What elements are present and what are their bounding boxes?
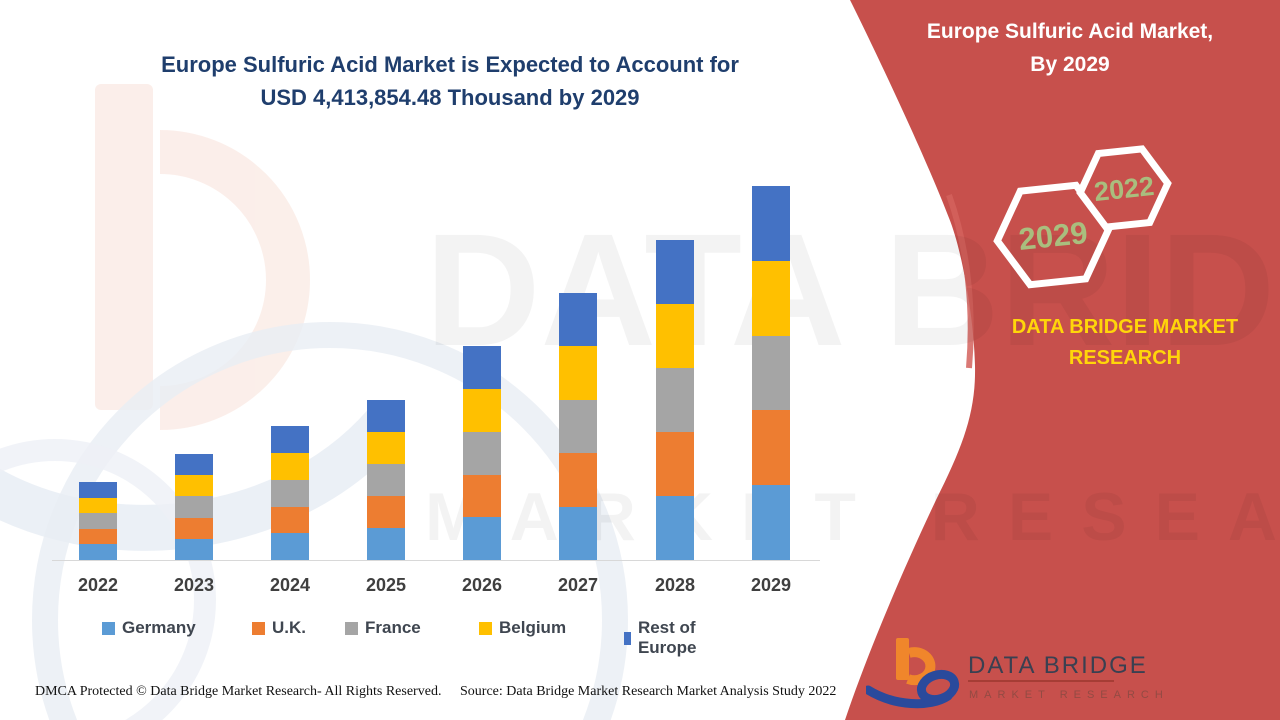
bar-segment-u-k- — [175, 517, 213, 539]
logo-subname: MARKET RESEARCH — [969, 689, 1166, 701]
logo-watermark — [95, 84, 310, 430]
hexagon-2029: 2029 — [993, 181, 1113, 289]
legend-color-swatch — [252, 621, 265, 635]
bar-segment-france — [271, 479, 309, 507]
curtain-fold-highlight — [946, 193, 974, 369]
bar-segment-rest-of-europe — [656, 239, 694, 304]
bar-segment-belgium — [752, 260, 790, 336]
bar-segment-u-k- — [463, 474, 501, 518]
bar-segment-rest-of-europe — [175, 454, 213, 476]
red-curtain-shape — [845, 0, 1280, 720]
bar-segment-belgium — [656, 303, 694, 368]
legend-color-swatch — [624, 631, 631, 645]
legend-item-label: Germany — [122, 618, 196, 637]
bar-segment-belgium — [559, 346, 597, 400]
hexagon-2022: 2022 — [1076, 145, 1172, 231]
bar-segment-france — [367, 463, 405, 496]
bar-segment-u-k- — [656, 431, 694, 496]
dmca-notice: DMCA Protected © Data Bridge Market Rese… — [35, 684, 442, 699]
x-axis-label-2024: 2024 — [269, 575, 311, 595]
legend-color-swatch — [102, 621, 115, 635]
bar-segment-france — [463, 431, 501, 475]
bar-segment-u-k- — [367, 495, 405, 528]
bar-segment-germany — [367, 527, 405, 560]
bar-segment-belgium — [79, 497, 117, 514]
bar-segment-belgium — [271, 453, 309, 480]
bar-segment-rest-of-europe — [463, 346, 501, 390]
legend-item-label: France — [365, 618, 421, 637]
brand-line2: RESEARCH — [1068, 347, 1182, 369]
panel-title-line1: Europe Sulfuric Acid Market, — [926, 20, 1214, 43]
bar-segment-belgium — [463, 389, 501, 432]
source-note: Source: Data Bridge Market Research Mark… — [460, 684, 837, 699]
bar-segment-u-k- — [271, 506, 309, 534]
legend-item-u-k-: U.K. — [252, 618, 306, 638]
x-axis-line — [52, 560, 820, 561]
legend-color-swatch — [479, 621, 492, 635]
x-axis-label-2028: 2028 — [654, 575, 696, 595]
bar-segment-germany — [463, 517, 501, 560]
hexagon-2029-label: 2029 — [1017, 215, 1089, 257]
legend-color-swatch — [345, 621, 358, 635]
bar-segment-germany — [752, 485, 790, 560]
company-logo: DATA BRIDGE MARKET RESEARCH — [866, 638, 1166, 709]
bar-segment-germany — [175, 538, 213, 560]
bar-segment-germany — [559, 506, 597, 560]
legend-item-label: Rest of Europe — [637, 618, 697, 657]
bar-segment-france — [559, 399, 597, 454]
legend-item-label: U.K. — [272, 618, 306, 637]
brand-line1: DATA BRIDGE MARKET — [1011, 316, 1239, 338]
chart-title-line1: Europe Sulfuric Acid Market is Expected … — [161, 52, 739, 77]
chart-title-line2: USD 4,413,854.48 Thousand by 2029 — [260, 85, 640, 110]
x-axis-label-2026: 2026 — [461, 575, 503, 595]
x-axis-label-2023: 2023 — [173, 575, 215, 595]
bar-segment-france — [175, 496, 213, 518]
legend-item-germany: Germany — [102, 618, 196, 638]
bar-segment-u-k- — [559, 453, 597, 507]
legend-item-label: Belgium — [499, 618, 567, 637]
panel-title: Europe Sulfuric Acid Market, By 2029 — [895, 16, 1245, 81]
x-axis-label-2027: 2027 — [557, 575, 599, 595]
bar-segment-france — [79, 513, 117, 529]
bar-segment-belgium — [175, 475, 213, 497]
brand-wordmark: DATA BRIDGE MARKET RESEARCH — [975, 312, 1275, 374]
bar-segment-u-k- — [752, 410, 790, 486]
chart-title: Europe Sulfuric Acid Market is Expected … — [110, 48, 790, 114]
legend-item-france: France — [345, 618, 421, 638]
bar-segment-rest-of-europe — [271, 426, 309, 454]
bar-segment-germany — [656, 495, 694, 560]
panel-title-line2: By 2029 — [1030, 52, 1110, 76]
bar-segment-germany — [271, 533, 309, 560]
logo-mark — [866, 638, 960, 709]
bar-segment-belgium — [367, 431, 405, 464]
legend-item-belgium: Belgium — [479, 618, 566, 638]
hexagon-2022-label: 2022 — [1093, 171, 1156, 207]
x-axis-label-2029: 2029 — [750, 575, 792, 595]
bar-segment-rest-of-europe — [79, 482, 117, 498]
x-axis-label-2022: 2022 — [77, 575, 119, 595]
bar-segment-france — [656, 367, 694, 432]
bar-segment-france — [752, 335, 790, 411]
bar-segment-germany — [79, 544, 117, 560]
bar-segment-rest-of-europe — [752, 186, 790, 261]
bar-segment-u-k- — [79, 528, 117, 545]
logo-name: DATA BRIDGE — [968, 652, 1148, 679]
hexagon-badges: 2029 2022 — [993, 145, 1172, 289]
x-axis-label-2025: 2025 — [365, 575, 407, 595]
bar-segment-rest-of-europe — [559, 292, 597, 347]
bar-segment-rest-of-europe — [367, 399, 405, 432]
legend-item-rest-of-europe: Rest of Europe — [624, 618, 703, 658]
